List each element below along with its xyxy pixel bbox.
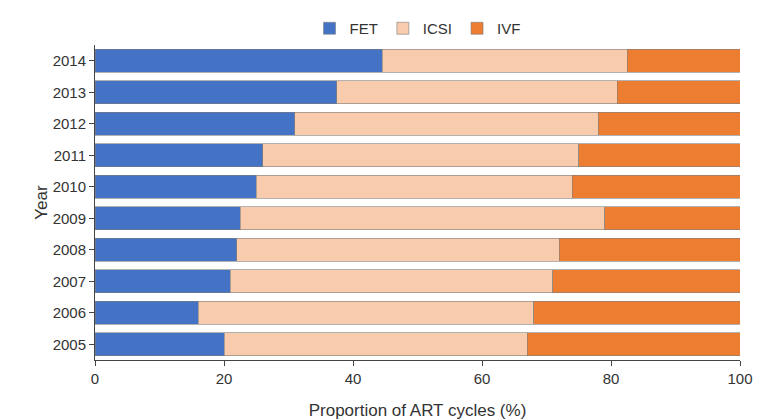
svg-text:2005: 2005 [53, 336, 86, 353]
svg-text:FET: FET [350, 20, 378, 37]
svg-text:2008: 2008 [53, 241, 86, 258]
svg-text:40: 40 [345, 370, 362, 387]
svg-text:2014: 2014 [53, 52, 86, 69]
svg-text:0: 0 [91, 370, 99, 387]
svg-text:IVF: IVF [497, 20, 520, 37]
svg-text:80: 80 [603, 370, 620, 387]
svg-text:2010: 2010 [53, 178, 86, 195]
svg-text:100: 100 [727, 370, 752, 387]
svg-text:20: 20 [216, 370, 233, 387]
svg-text:2007: 2007 [53, 273, 86, 290]
svg-text:2009: 2009 [53, 210, 86, 227]
svg-text:Proportion of ART cycles (%): Proportion of ART cycles (%) [309, 401, 527, 420]
svg-text:2013: 2013 [53, 84, 86, 101]
svg-text:60: 60 [474, 370, 491, 387]
svg-text:2012: 2012 [53, 115, 86, 132]
svg-text:Year: Year [32, 185, 51, 220]
svg-text:2011: 2011 [54, 147, 86, 164]
svg-text:2006: 2006 [53, 304, 86, 321]
svg-text:ICSI: ICSI [423, 20, 452, 37]
